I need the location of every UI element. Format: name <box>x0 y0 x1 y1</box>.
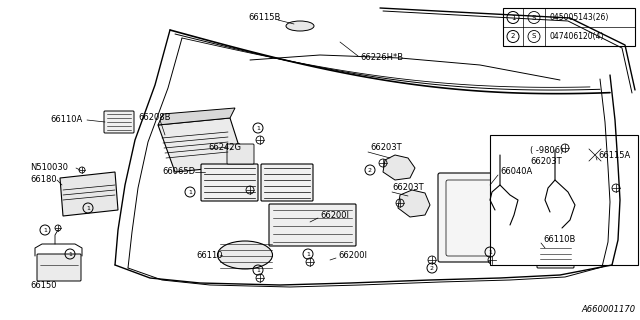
Polygon shape <box>158 118 245 172</box>
Text: 66110: 66110 <box>196 251 223 260</box>
Polygon shape <box>158 108 235 125</box>
Text: 047406120(4): 047406120(4) <box>549 32 604 41</box>
Text: 66203T: 66203T <box>370 143 402 153</box>
FancyBboxPatch shape <box>438 173 587 262</box>
FancyBboxPatch shape <box>261 164 313 201</box>
Text: 66150: 66150 <box>31 281 57 290</box>
Text: 1: 1 <box>86 205 90 211</box>
Bar <box>490 135 638 265</box>
Text: A660001170: A660001170 <box>582 305 636 314</box>
Ellipse shape <box>286 21 314 31</box>
Text: 1: 1 <box>43 228 47 233</box>
Text: 66242G: 66242G <box>208 143 241 153</box>
Text: N510030: N510030 <box>30 164 68 172</box>
Text: S: S <box>532 34 536 39</box>
Text: 2: 2 <box>511 34 515 39</box>
Text: 66040A: 66040A <box>500 167 532 177</box>
Text: 1: 1 <box>68 252 72 257</box>
FancyBboxPatch shape <box>37 254 81 281</box>
Text: 66203T: 66203T <box>531 157 562 166</box>
Text: 66110B: 66110B <box>543 236 575 244</box>
Ellipse shape <box>218 241 273 269</box>
Text: 1: 1 <box>256 268 260 273</box>
Polygon shape <box>60 172 118 216</box>
Ellipse shape <box>586 146 604 164</box>
Bar <box>503 8 635 46</box>
FancyBboxPatch shape <box>537 244 574 268</box>
Text: 66203T: 66203T <box>392 183 424 193</box>
FancyBboxPatch shape <box>104 111 134 133</box>
FancyBboxPatch shape <box>227 144 254 164</box>
FancyBboxPatch shape <box>201 164 258 201</box>
FancyBboxPatch shape <box>269 204 356 246</box>
Text: 66110A: 66110A <box>50 116 83 124</box>
Text: 1: 1 <box>188 189 192 195</box>
Text: 1: 1 <box>511 14 515 20</box>
Text: 66200I: 66200I <box>338 251 367 260</box>
Text: 1: 1 <box>488 250 492 254</box>
Text: 66180: 66180 <box>30 175 56 185</box>
Polygon shape <box>398 190 430 217</box>
Text: 66226H*B: 66226H*B <box>360 53 403 62</box>
Text: 2: 2 <box>368 167 372 172</box>
Text: 66115A: 66115A <box>598 150 630 159</box>
Text: S: S <box>532 14 536 20</box>
Text: 1: 1 <box>256 125 260 131</box>
Text: 66200I: 66200I <box>320 211 349 220</box>
Text: 045005143(26): 045005143(26) <box>549 13 609 22</box>
Text: ( -9806): ( -9806) <box>529 146 563 155</box>
Text: 2: 2 <box>430 266 434 270</box>
Text: 1: 1 <box>306 252 310 257</box>
Text: 66115B: 66115B <box>248 13 280 22</box>
Text: 66208B: 66208B <box>138 114 170 123</box>
Polygon shape <box>383 155 415 180</box>
Text: 66065D: 66065D <box>162 167 195 177</box>
